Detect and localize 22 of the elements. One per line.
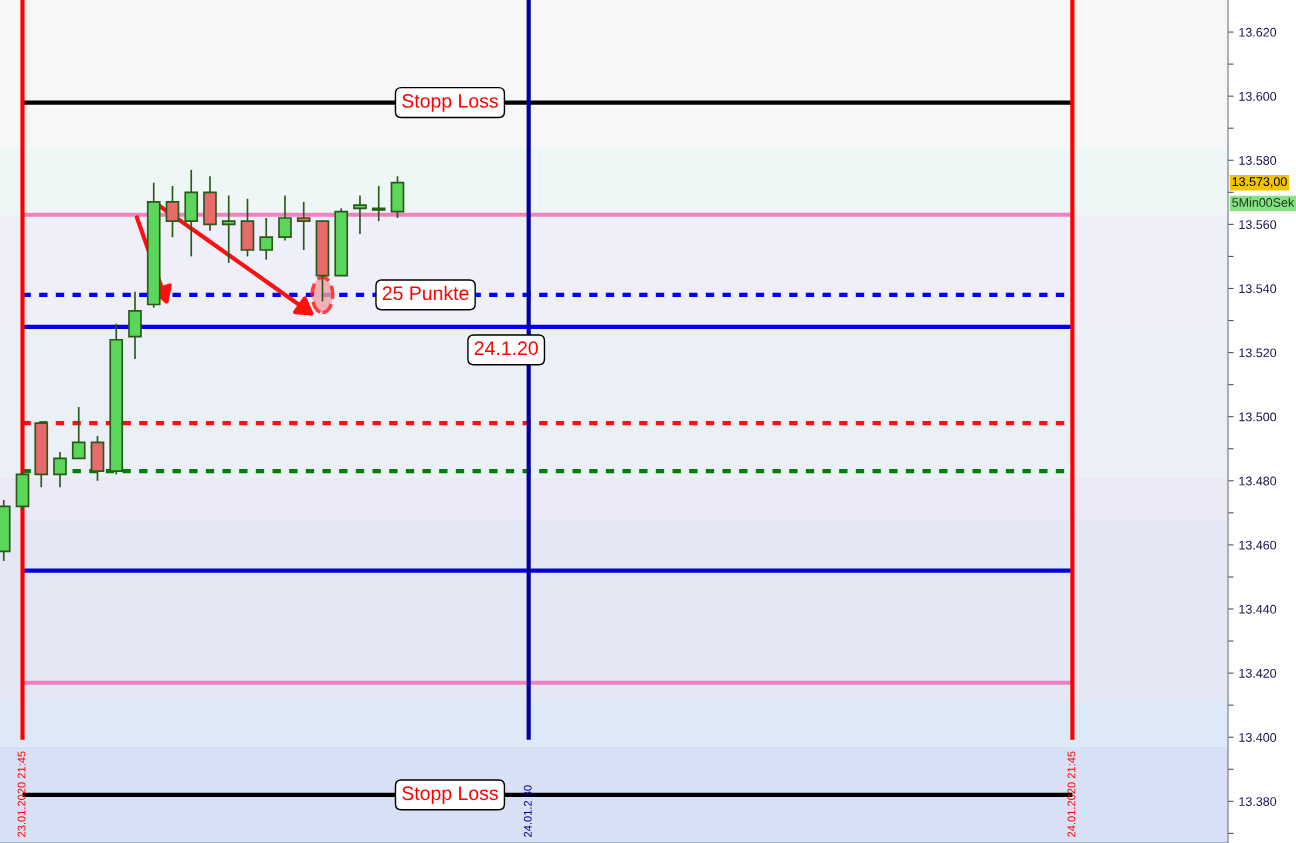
y-tick-label: 13.460: [1239, 540, 1277, 550]
y-tick-label: 13.500: [1239, 412, 1277, 422]
ref-line-label: Stopp Loss: [402, 786, 498, 804]
y-tick-label: 13.420: [1239, 668, 1277, 678]
annotation: 25 Punkte: [382, 285, 469, 301]
x-tick-label: 23.01.2020 21:45: [17, 751, 26, 837]
y-tick-label: 13.540: [1239, 284, 1277, 294]
x-tick-label: 24.01.2020 21:45: [1067, 751, 1076, 837]
text: 13.573,00: [1232, 177, 1287, 188]
text: 5Min00Sek: [1232, 197, 1295, 207]
y-tick-label: 13.520: [1239, 348, 1277, 358]
y-tick-label: 13.600: [1239, 91, 1277, 101]
y-tick-label: 13.580: [1239, 156, 1277, 165]
y-tick-label: 13.400: [1239, 733, 1277, 742]
y-tick-label: 13.480: [1239, 476, 1277, 486]
y-tick-label: 13.560: [1239, 220, 1277, 230]
y-tick-label: 13.620: [1239, 27, 1277, 37]
y-tick-label: 13.440: [1239, 604, 1277, 614]
y-tick-label: 13.380: [1239, 797, 1277, 806]
ref-line-label: Stopp Loss: [402, 94, 498, 112]
x-tick-label: 24.01.2 30: [523, 785, 532, 837]
ref-line-label: 24.1.20: [474, 341, 538, 356]
